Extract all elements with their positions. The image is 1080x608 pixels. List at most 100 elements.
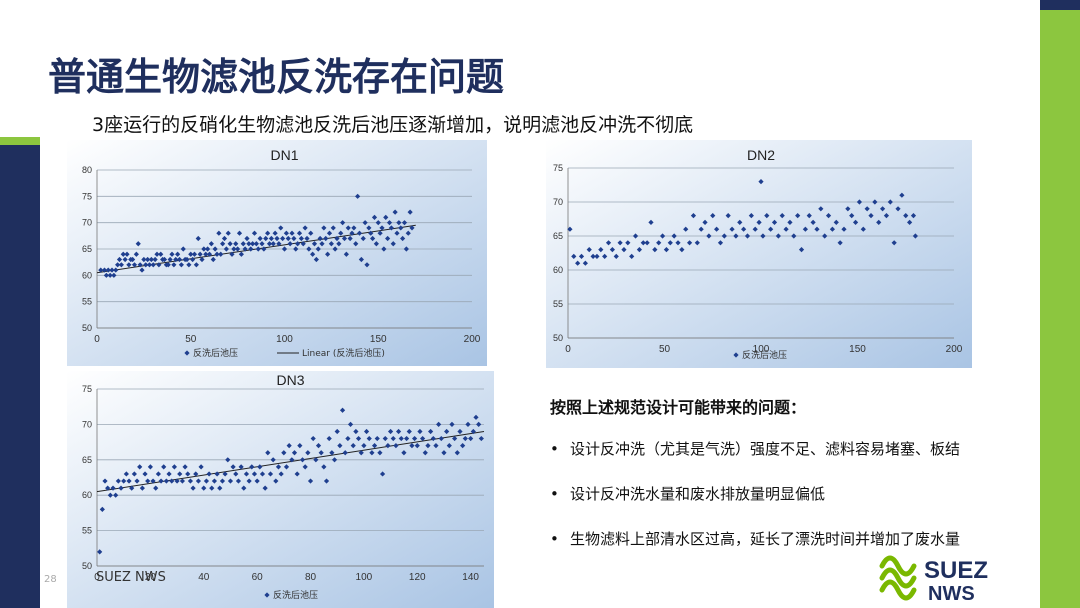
data-point <box>405 230 411 236</box>
data-point <box>153 485 159 491</box>
data-point <box>403 246 409 252</box>
data-point <box>208 241 214 247</box>
data-point <box>197 251 203 257</box>
data-point <box>233 241 239 247</box>
x-tick-label: 120 <box>409 572 426 583</box>
data-point <box>158 251 164 257</box>
y-tick-label: 65 <box>553 231 563 241</box>
data-point <box>130 256 136 263</box>
data-point <box>238 251 244 257</box>
right-navy-cap <box>1040 0 1080 10</box>
data-point <box>868 213 874 219</box>
y-tick-label: 50 <box>553 333 563 343</box>
data-point <box>347 235 353 242</box>
data-point <box>300 241 306 247</box>
data-point <box>394 230 400 236</box>
data-point <box>323 478 330 484</box>
data-point <box>283 464 290 470</box>
data-point <box>337 443 343 449</box>
x-tick-label: 50 <box>659 344 671 355</box>
data-point <box>822 233 828 239</box>
x-tick-label: 140 <box>462 572 479 583</box>
data-point <box>318 450 324 456</box>
data-point <box>195 235 201 242</box>
chart-title: DN1 <box>270 147 298 163</box>
data-point <box>230 464 236 470</box>
data-point <box>368 230 374 236</box>
data-point <box>409 443 415 449</box>
data-point <box>381 246 387 252</box>
legend-marker <box>184 350 190 356</box>
data-point <box>438 435 444 442</box>
x-tick-label: 200 <box>946 344 963 355</box>
data-point <box>248 246 254 252</box>
data-point <box>190 485 196 491</box>
data-point <box>356 230 363 236</box>
data-point <box>139 485 145 491</box>
y-tick-label: 70 <box>553 197 563 207</box>
data-point <box>236 230 243 236</box>
data-point <box>362 220 368 226</box>
data-point <box>291 235 297 242</box>
data-point <box>404 435 410 442</box>
data-point <box>221 235 228 242</box>
data-point <box>398 435 404 442</box>
data-point <box>199 256 205 263</box>
y-tick-label: 60 <box>82 270 92 280</box>
data-point <box>281 246 288 252</box>
data-point <box>289 230 295 236</box>
data-point <box>339 407 346 413</box>
data-point <box>210 256 216 263</box>
y-tick-label: 50 <box>82 323 92 333</box>
data-point <box>385 235 391 242</box>
data-point <box>241 485 247 491</box>
data-point <box>313 256 319 263</box>
chart-title: DN3 <box>276 372 304 388</box>
data-point <box>251 230 258 236</box>
data-point <box>912 233 918 239</box>
data-point <box>679 247 685 253</box>
data-point <box>733 233 739 239</box>
data-point <box>872 199 878 205</box>
y-tick-label: 50 <box>82 561 92 571</box>
data-point <box>105 485 111 491</box>
data-point <box>879 206 886 212</box>
data-point <box>818 206 824 212</box>
data-point <box>361 443 367 449</box>
data-point <box>883 213 890 219</box>
data-point <box>190 256 196 263</box>
data-point <box>302 464 308 470</box>
x-tick-label: 100 <box>753 344 770 355</box>
data-point <box>223 246 229 252</box>
y-tick-label: 55 <box>82 526 92 536</box>
x-tick-label: 100 <box>276 334 293 345</box>
y-tick-label: 65 <box>82 244 92 254</box>
data-point <box>473 414 479 420</box>
data-point <box>787 219 793 225</box>
data-point <box>310 435 316 442</box>
y-tick-label: 60 <box>82 490 92 500</box>
data-point <box>278 225 284 231</box>
data-point <box>306 246 312 252</box>
x-tick-label: 0 <box>94 334 100 345</box>
data-point <box>351 225 357 231</box>
data-point <box>444 428 450 435</box>
right-green-bar <box>1040 10 1080 608</box>
data-point <box>161 464 167 470</box>
data-point <box>268 235 274 242</box>
issues-list: • 设计反冲洗（尤其是气洗）强度不足、滤料容易堵塞、板结 • 设计反冲洗水量和废水排… <box>548 425 1048 552</box>
data-point <box>283 230 289 236</box>
data-point <box>744 233 751 239</box>
data-point <box>887 199 893 205</box>
chart-title: DN2 <box>747 147 775 163</box>
data-point <box>259 241 265 247</box>
data-point <box>321 225 327 231</box>
data-point <box>229 251 235 257</box>
data-point <box>296 230 303 236</box>
data-point <box>332 246 338 252</box>
data-point <box>265 450 271 456</box>
bullet-icon: • <box>550 440 559 458</box>
data-point <box>305 450 311 456</box>
data-point <box>184 256 190 263</box>
y-tick-label: 75 <box>82 191 92 201</box>
